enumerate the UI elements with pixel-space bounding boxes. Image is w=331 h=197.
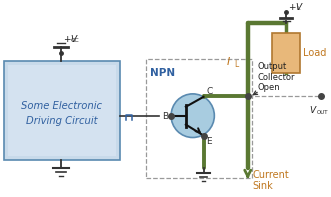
Text: C: C <box>206 87 213 96</box>
Text: OUT: OUT <box>316 110 328 115</box>
Text: Sink: Sink <box>253 181 273 191</box>
Text: Current: Current <box>253 170 289 180</box>
Bar <box>4 61 120 160</box>
Text: $+V$: $+V$ <box>63 33 79 44</box>
Bar <box>146 59 252 178</box>
Text: NPN: NPN <box>150 68 175 78</box>
Text: CC: CC <box>71 38 79 43</box>
Text: $I$: $I$ <box>226 55 231 67</box>
Text: Open: Open <box>258 83 280 92</box>
Text: Driving Circuit: Driving Circuit <box>26 116 98 126</box>
Text: L: L <box>234 60 238 69</box>
Text: E: E <box>207 137 212 146</box>
Circle shape <box>171 94 214 138</box>
Text: Load: Load <box>303 48 326 58</box>
Text: L: L <box>296 6 300 11</box>
Text: Collector: Collector <box>258 72 295 82</box>
Text: $V$: $V$ <box>309 104 317 115</box>
Text: $+V$: $+V$ <box>288 1 304 12</box>
Text: Output: Output <box>258 62 287 71</box>
Bar <box>272 33 300 73</box>
Text: B: B <box>162 112 168 121</box>
Bar <box>8 65 116 156</box>
Text: Some Electronic: Some Electronic <box>22 101 102 111</box>
